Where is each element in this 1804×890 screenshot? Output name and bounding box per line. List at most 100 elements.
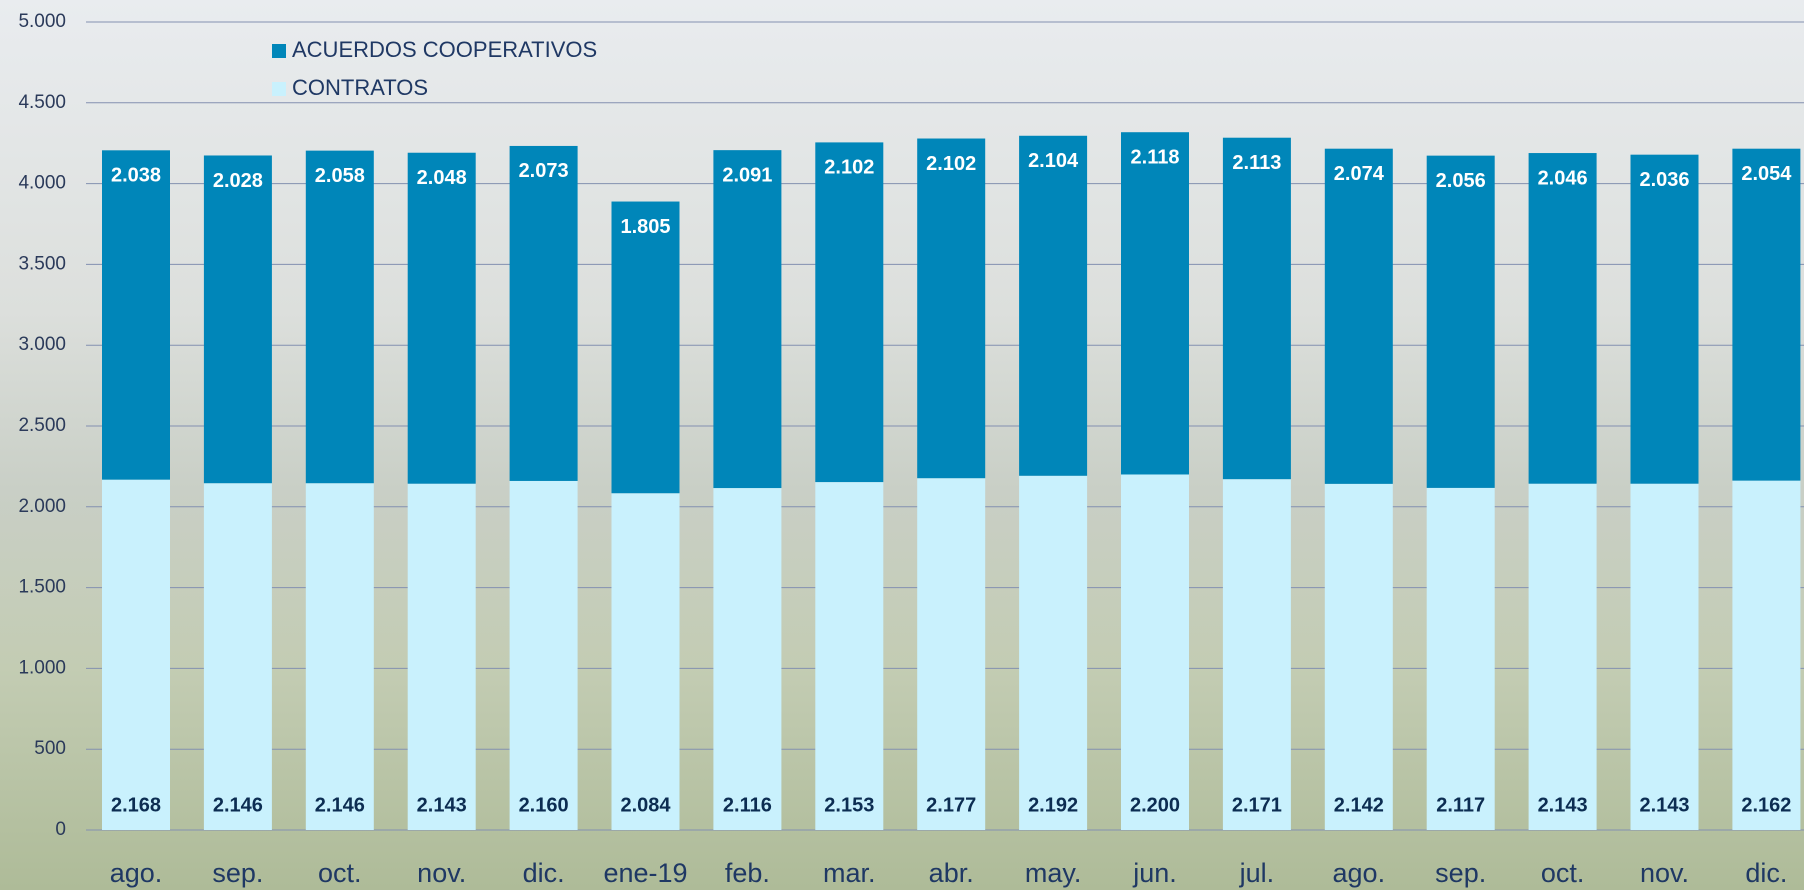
- data-label: 2.104: [1028, 150, 1079, 172]
- bar-segment: [1019, 135, 1088, 476]
- bar-segment: [203, 155, 272, 484]
- bar-segment: [611, 493, 680, 830]
- bar-segment: [1324, 483, 1393, 830]
- data-label: 2.146: [213, 794, 263, 816]
- bar-segment: [1121, 474, 1189, 830]
- bar-segment: [509, 145, 578, 481]
- data-label: 2.118: [1131, 146, 1180, 168]
- data-label: 2.102: [824, 157, 874, 179]
- legend-swatch: [272, 44, 286, 58]
- y-tick-label: 2.500: [18, 415, 66, 436]
- x-tick-label: dic.: [523, 858, 565, 888]
- data-label: 2.056: [1436, 170, 1486, 192]
- bar-segment: [1222, 479, 1291, 830]
- x-tick-label: ago.: [1333, 858, 1386, 888]
- bar-segment: [1732, 480, 1801, 830]
- x-tick-label: mar.: [823, 858, 876, 888]
- data-label: 2.054: [1741, 163, 1792, 185]
- legend-label: ACUERDOS COOPERATIVOS: [292, 37, 597, 62]
- bar-segment: [1528, 153, 1597, 484]
- x-tick-label: jun.: [1132, 858, 1177, 888]
- bar-segment: [1528, 483, 1597, 830]
- legend-swatch: [272, 82, 286, 96]
- bar-segment: [1630, 483, 1699, 830]
- data-label: 2.117: [1436, 794, 1485, 816]
- y-tick-label: 4.000: [18, 173, 66, 194]
- bar-segment: [917, 478, 986, 830]
- data-label: 2.074: [1334, 163, 1385, 185]
- y-tick-label: 2.000: [18, 496, 66, 517]
- data-label: 2.073: [519, 160, 569, 182]
- bar-segment: [407, 483, 476, 830]
- y-tick-label: 500: [34, 738, 66, 759]
- data-label: 2.177: [926, 794, 976, 816]
- bar-segment: [407, 152, 476, 484]
- x-tick-label: abr.: [929, 858, 974, 888]
- bar-segment: [1426, 487, 1495, 830]
- x-tick-label: ago.: [110, 858, 163, 888]
- x-tick-label: ene-19: [603, 858, 687, 888]
- x-tick-label: oct.: [1541, 858, 1585, 888]
- bar-segment: [305, 150, 374, 484]
- data-label: 2.162: [1741, 794, 1791, 816]
- bar-segment: [1019, 475, 1088, 830]
- x-tick-label: sep.: [212, 858, 263, 888]
- data-label: 2.102: [926, 153, 976, 175]
- y-tick-label: 3.500: [18, 253, 66, 274]
- bar-segment: [1630, 154, 1699, 484]
- data-label: 2.171: [1232, 794, 1282, 816]
- data-label: 2.142: [1334, 794, 1384, 816]
- x-tick-label: may.: [1025, 858, 1082, 888]
- data-label: 2.143: [1538, 794, 1588, 816]
- data-label: 2.048: [417, 167, 467, 189]
- legend-label: CONTRATOS: [292, 75, 428, 100]
- data-label: 2.113: [1232, 152, 1281, 174]
- data-label: 2.192: [1028, 794, 1078, 816]
- y-tick-label: 1.500: [18, 577, 66, 598]
- bar-segment: [102, 479, 170, 830]
- x-tick-label: feb.: [725, 858, 770, 888]
- bar-segment: [1426, 155, 1495, 488]
- data-label: 1.805: [620, 216, 670, 238]
- y-tick-label: 3.000: [18, 334, 66, 355]
- x-tick-label: jul.: [1239, 858, 1275, 888]
- x-tick-label: dic.: [1745, 858, 1787, 888]
- y-tick-label: 5.000: [18, 11, 66, 32]
- bar-segment: [713, 150, 782, 489]
- bar-segment: [102, 150, 170, 480]
- data-label: 2.038: [111, 165, 161, 187]
- x-tick-label: sep.: [1435, 858, 1486, 888]
- y-tick-label: 1.000: [18, 657, 66, 678]
- data-label: 2.116: [723, 794, 772, 816]
- data-label: 2.168: [111, 794, 161, 816]
- bar-segment: [509, 480, 578, 830]
- y-tick-label: 0: [55, 819, 66, 840]
- bar-segment: [815, 142, 884, 483]
- bar-segment: [611, 201, 680, 494]
- bar-segment: [815, 482, 884, 830]
- bar-segment: [1732, 148, 1801, 481]
- data-label: 2.146: [315, 794, 365, 816]
- x-tick-label: nov.: [417, 858, 466, 888]
- bar-segment: [203, 483, 272, 830]
- data-label: 2.058: [315, 165, 365, 187]
- data-label: 2.091: [722, 164, 772, 186]
- bar-segment: [917, 138, 986, 479]
- x-tick-label: nov.: [1640, 858, 1689, 888]
- data-label: 2.160: [519, 794, 569, 816]
- bar-segment: [1324, 148, 1393, 484]
- y-tick-label: 4.500: [18, 92, 66, 113]
- bar-segment: [305, 483, 374, 830]
- data-label: 2.143: [1639, 794, 1689, 816]
- bar-segment: [1121, 132, 1189, 475]
- x-tick-label: oct.: [318, 858, 362, 888]
- data-label: 2.143: [417, 794, 467, 816]
- data-label: 2.028: [213, 170, 263, 192]
- data-label: 2.153: [824, 794, 874, 816]
- data-label: 2.084: [620, 794, 671, 816]
- bar-segment: [713, 488, 782, 830]
- bar-segment: [1222, 137, 1291, 480]
- data-label: 2.200: [1130, 794, 1180, 816]
